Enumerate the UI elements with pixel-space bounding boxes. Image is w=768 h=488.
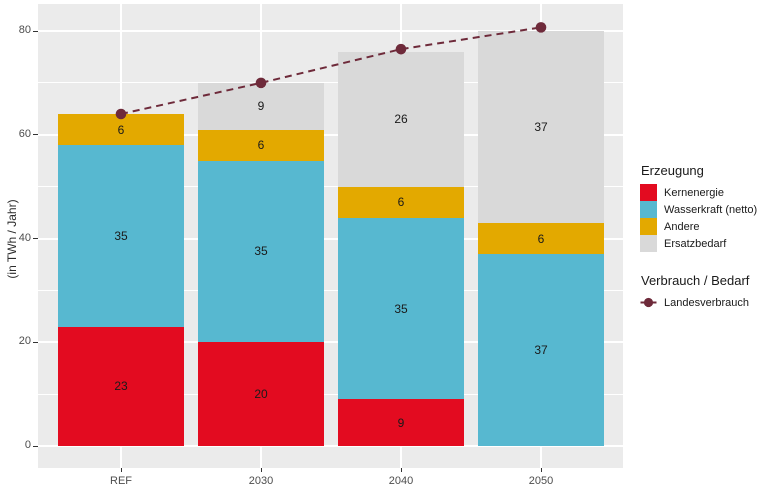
- bar-segment-REF: [58, 145, 184, 327]
- bar-segment-2050: [478, 254, 604, 446]
- y-tick-label: 60: [18, 127, 31, 140]
- bar-segment-2050: [478, 222, 604, 255]
- bar-value-label: 20: [254, 387, 268, 402]
- legend-item-label: Andere: [664, 220, 700, 233]
- bar-value-label: 35: [394, 301, 408, 316]
- bar-value-label: 6: [117, 122, 125, 137]
- gridline-major: [38, 237, 623, 240]
- legend-consumption-title: Verbrauch / Bedarf: [641, 273, 750, 288]
- bar-segment-2040: [338, 399, 464, 446]
- y-tick-mark: [33, 134, 38, 136]
- x-tick-mark: [540, 468, 542, 472]
- legend-item: Kernenergie: [640, 184, 766, 201]
- bar-segment-2030: [198, 129, 324, 161]
- bar-segment-2040: [338, 217, 464, 400]
- legend-item: Andere: [640, 218, 766, 235]
- y-tick-label: 0: [24, 439, 31, 451]
- legend: Erzeugung Kernenergie Wasserkraft (netto)…: [640, 163, 766, 311]
- legend-swatch-icon: [640, 218, 657, 235]
- bar-value-label: 6: [397, 195, 405, 210]
- bar-value-label: 37: [534, 343, 548, 358]
- legend-item: Wasserkraft (netto): [640, 201, 766, 218]
- gridline-major: [38, 133, 623, 136]
- bar-value-label: 26: [394, 112, 408, 127]
- x-tick-label: 2030: [248, 475, 274, 487]
- bar-value-label: 35: [254, 244, 268, 259]
- plot-panel: 23 35 6 20 35 6 9 9 35 6 26 37 6 37: [38, 4, 623, 468]
- legend-item-landesverbrauch: Landesverbrauch: [640, 294, 766, 311]
- bar-segment-2030: [198, 160, 324, 343]
- bar-segment-REF: [58, 326, 184, 446]
- y-tick-label: 80: [18, 24, 31, 36]
- gridline-major: [38, 445, 623, 447]
- y-tick-mark: [33, 445, 38, 447]
- legend-item-label: Kernenergie: [664, 186, 724, 199]
- x-tick-mark: [400, 468, 402, 472]
- legend-swatch-icon: [640, 184, 657, 201]
- gridline-major: [38, 341, 623, 344]
- x-tick-mark: [260, 468, 262, 472]
- y-tick-mark: [33, 30, 38, 32]
- bar-value-label: 6: [537, 231, 545, 246]
- x-tick-label: 2050: [528, 475, 554, 487]
- legend-production-items: Kernenergie Wasserkraft (netto) Andere Ersa…: [640, 184, 766, 252]
- bar-value-label: 9: [397, 415, 405, 430]
- legend-swatch-icon: [640, 235, 657, 252]
- gridline-minor: [38, 393, 623, 395]
- bar-segment-2030: [198, 342, 324, 446]
- gridline-minor: [38, 289, 623, 291]
- legend-swatch-icon: [640, 201, 657, 218]
- bar-value-label: 9: [257, 99, 265, 114]
- bar-value-label: 23: [114, 379, 128, 394]
- y-tick-mark: [33, 341, 38, 343]
- bar-value-label: 35: [114, 228, 128, 243]
- legend-item-label: Landesverbrauch: [664, 296, 750, 309]
- legend-production-title: Erzeugung: [641, 163, 704, 178]
- gridline-minor: [38, 186, 623, 188]
- bar-value-label: 37: [534, 119, 548, 134]
- legend-item-label: Ersatzbedarf: [664, 237, 727, 250]
- legend-item: Ersatzbedarf: [640, 235, 766, 252]
- y-tick-mark: [33, 238, 38, 239]
- legend-point-icon: [640, 297, 657, 308]
- bar-segment-2040: [338, 186, 464, 218]
- y-tick-label: 40: [18, 231, 31, 244]
- x-tick-mark: [120, 468, 122, 472]
- x-tick-label: 2040: [388, 475, 414, 487]
- bar-value-label: 6: [257, 138, 265, 153]
- x-tick-label: REF: [110, 475, 132, 487]
- legend-item-label: Wasserkraft (netto): [664, 203, 758, 216]
- y-tick-label: 20: [18, 335, 31, 348]
